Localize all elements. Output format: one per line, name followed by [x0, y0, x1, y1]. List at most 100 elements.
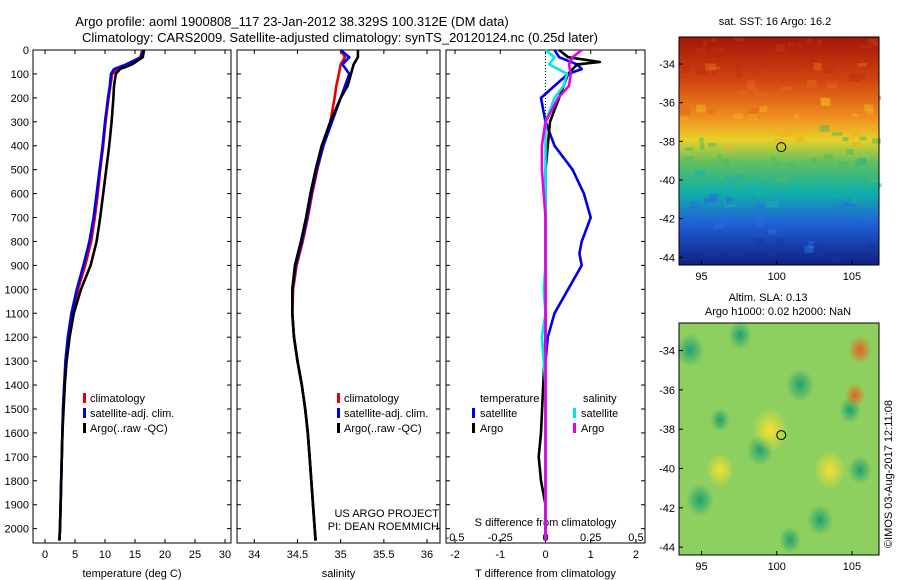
sst-map-axes: 95 100 105 -34 -36 -38 -40 -42 -44 [659, 59, 861, 283]
sst-texture-patch [711, 69, 718, 76]
sst-texture-patch [710, 66, 720, 70]
sdiff-tick-label: -0.25 [488, 532, 513, 544]
sst-texture-patch [731, 168, 738, 176]
salinity-series-satellite-adj-clim- [290, 49, 351, 541]
sdiff-tick-label: 0.5 [628, 532, 643, 544]
sst-texture-patch [707, 252, 719, 257]
sst-texture-patch [681, 65, 690, 73]
depth-tick-label: 1300 [5, 356, 29, 368]
depth-tick-label: 0 [23, 45, 29, 57]
sst-texture-patch [727, 144, 733, 151]
sst-texture-patch [756, 221, 763, 227]
sdiff-tick-label: 0.25 [580, 532, 601, 544]
sst-texture-patch [849, 74, 861, 83]
sst-texture-patch [753, 212, 765, 219]
sst-texture-patch [754, 238, 766, 244]
depth-tick-label: 500 [11, 165, 29, 177]
sst-texture-patch [851, 197, 859, 203]
sst-texture-patch [748, 88, 759, 92]
sst-texture-patch [705, 197, 717, 203]
temperature-legend-label: satellite-adj. clim. [90, 408, 174, 420]
temperature-xtick-label: 25 [189, 549, 201, 561]
sst-texture-patch [699, 126, 707, 131]
sst-texture-patch [796, 43, 802, 48]
depth-tick-label: 900 [11, 260, 29, 272]
sst-texture-patch [806, 38, 813, 44]
sst-texture-patch [780, 86, 792, 91]
sst-texture-patch [694, 170, 706, 176]
sst-texture-patch [810, 157, 817, 163]
sst-texture-patch [748, 183, 759, 191]
sst-texture-patch [862, 56, 868, 61]
temperature-xtick-label: 20 [159, 549, 171, 561]
sst-texture-patch [727, 126, 735, 130]
title-line-1: Argo profile: aoml 1900808_117 23-Jan-20… [75, 14, 508, 29]
sst-texture-patch [735, 247, 741, 253]
temperature-series-argo-raw-qc- [58, 49, 146, 541]
sla-texture-blob [845, 383, 865, 407]
sst-texture-patch [793, 183, 799, 187]
pi-annotation: PI: DEAN ROEMMICH [328, 521, 439, 533]
sst-texture-patch [810, 243, 822, 247]
temperature-xlabel: temperature (deg C) [82, 568, 181, 580]
sst-texture-patch [768, 229, 777, 235]
depth-tick-label: 1000 [5, 284, 29, 296]
sst-texture-patch [718, 154, 723, 162]
temperature-legend-swatch [83, 408, 86, 418]
sst-texture-patch [819, 125, 830, 132]
map-ytick-label: -36 [659, 98, 675, 110]
temperature-xtick-label: 5 [72, 549, 78, 561]
temperature-legend-swatch [83, 423, 86, 433]
sst-texture-patch [747, 108, 760, 115]
salinity-xtick-label: 34 [248, 549, 260, 561]
temperature-legend-swatch [83, 393, 86, 403]
salinity-legend-label: climatology [344, 393, 400, 405]
sst-texture-patch [735, 174, 744, 179]
sst-texture-patch [774, 128, 786, 135]
sla-texture-blob [710, 408, 730, 432]
sst-texture-patch [804, 245, 814, 253]
map-ytick-label: -42 [659, 214, 675, 226]
difference-xtick-label: 2 [633, 549, 639, 561]
sst-texture-patch [725, 197, 733, 205]
map-ytick-label: -44 [659, 542, 675, 554]
salinity-xlabel: salinity [322, 568, 356, 580]
difference-xlabel: T difference from climatology [475, 568, 616, 580]
sst-texture-patch [798, 63, 806, 67]
sst-texture-patch [695, 52, 702, 56]
sst-texture-patch [803, 96, 809, 104]
sst-texture-patch [735, 71, 743, 78]
sst-texture-patch [732, 250, 738, 256]
sla-texture-blob [752, 408, 788, 452]
sst-texture-patch [851, 141, 861, 147]
sst-texture-patch [724, 186, 734, 192]
sst-texture-patch [823, 154, 833, 159]
map-xtick-label: 95 [695, 561, 707, 573]
map-ytick-label: -36 [659, 385, 675, 397]
sst-texture-patch [747, 80, 756, 89]
sst-texture-patch [870, 95, 882, 101]
sdiff-tick-label: -0.5 [446, 532, 465, 544]
difference-legend-label: satellite [581, 408, 618, 420]
sst-texture-patch [813, 62, 822, 71]
map-ytick-label: -40 [659, 175, 675, 187]
temperature-xtick-label: 30 [219, 549, 231, 561]
sst-texture-patch [810, 99, 822, 105]
sst-texture-patch [867, 242, 878, 249]
difference-legend-swatch [573, 408, 576, 418]
difference-series-temperature-satellite [539, 49, 593, 541]
sst-texture-patch [733, 113, 744, 120]
sst-texture-patch [770, 155, 776, 163]
sst-texture-patch [794, 113, 799, 119]
salinity-legend-swatch [337, 408, 340, 418]
depth-tick-label: 1900 [5, 500, 29, 512]
sla-texture-blob [786, 368, 814, 402]
difference-series-temperature-argo [537, 48, 602, 541]
salinity-xtick-label: 35.5 [373, 549, 394, 561]
depth-tick-label: 1800 [5, 476, 29, 488]
sst-texture-patch [708, 142, 717, 147]
difference-legend-swatch [472, 423, 475, 433]
sst-texture-patch [688, 207, 694, 213]
temperature-xtick-label: 10 [99, 549, 111, 561]
sst-texture-patch [841, 202, 851, 207]
